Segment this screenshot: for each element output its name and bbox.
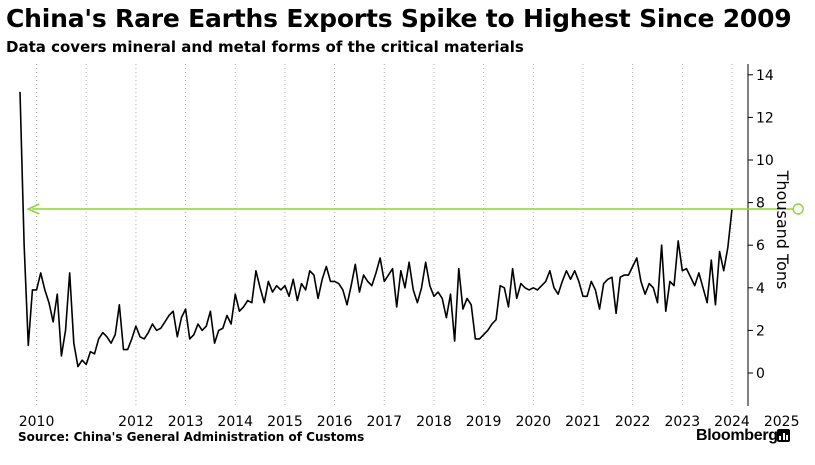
x-tick-label-2018: 2018	[416, 414, 452, 430]
x-tick-label-2017: 2017	[366, 414, 402, 430]
y-tick-label-12: 12	[756, 110, 774, 126]
y-tick-label-14: 14	[756, 68, 774, 84]
bloomberg-logo: Bloomberg	[696, 427, 778, 444]
annotation-arrowhead	[26, 203, 40, 215]
x-tick-label-2010: 2010	[19, 414, 55, 430]
x-tick-label-2024: 2024	[714, 414, 750, 430]
annotation-marker	[792, 203, 804, 215]
x-tick-label-2022: 2022	[615, 414, 651, 430]
source-note: Source: China's General Administration o…	[18, 430, 365, 444]
y-tick-label-8: 8	[756, 196, 765, 212]
x-tick-label-2023: 2023	[665, 414, 701, 430]
y-tick-label-4: 4	[756, 281, 765, 297]
x-tick-label-2016: 2016	[317, 414, 353, 430]
x-tick-label-2021: 2021	[565, 414, 601, 430]
series-line	[19, 91, 733, 368]
vertical-gridlines	[36, 64, 733, 406]
x-axis-ticks: 2010 2012 2013 2014 2015 2016 2017 2018 2019 2020…	[19, 414, 800, 430]
bloomberg-chart-icon	[777, 429, 790, 442]
y-axis-label: Thousand Tons	[773, 170, 792, 290]
x-tick-label-2015: 2015	[267, 414, 303, 430]
x-tick-label-2020: 2020	[515, 414, 551, 430]
chart-title: China's Rare Earths Exports Spike to Hig…	[6, 4, 792, 33]
x-tick-label-2019: 2019	[466, 414, 502, 430]
y-tick-label-0: 0	[756, 366, 765, 382]
chart-subtitle: Data covers mineral and metal forms of t…	[6, 38, 524, 56]
annotation-arrow	[26, 203, 804, 215]
x-tick-label-2014: 2014	[217, 414, 253, 430]
x-tick-label-2012: 2012	[118, 414, 154, 430]
y-tick-label-6: 6	[756, 238, 765, 254]
x-tick-label-2025: 2025	[764, 414, 800, 430]
y-tick-label-2: 2	[756, 323, 765, 339]
x-tick-label-2013: 2013	[168, 414, 204, 430]
y-axis-ticks: 0 2 4 6 8 10 12 14	[748, 68, 774, 382]
y-tick-label-10: 10	[756, 153, 774, 169]
